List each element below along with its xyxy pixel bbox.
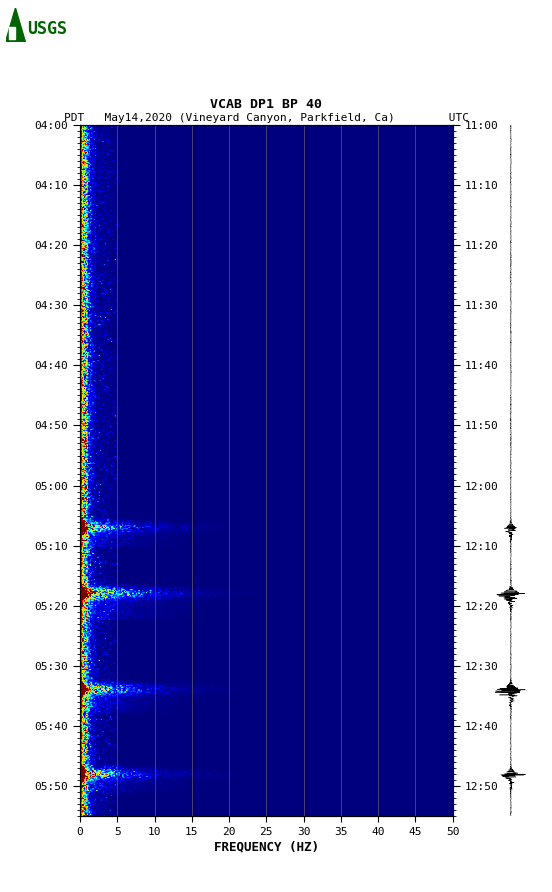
Bar [9, 27, 15, 39]
Bar [9, 27, 15, 39]
X-axis label: FREQUENCY (HZ): FREQUENCY (HZ) [214, 841, 319, 854]
Polygon shape [6, 8, 25, 42]
Text: USGS: USGS [28, 21, 67, 38]
Text: VCAB DP1 BP 40: VCAB DP1 BP 40 [210, 97, 322, 111]
Text: PDT   May14,2020 (Vineyard Canyon, Parkfield, Ca)        UTC: PDT May14,2020 (Vineyard Canyon, Parkfie… [64, 113, 469, 123]
